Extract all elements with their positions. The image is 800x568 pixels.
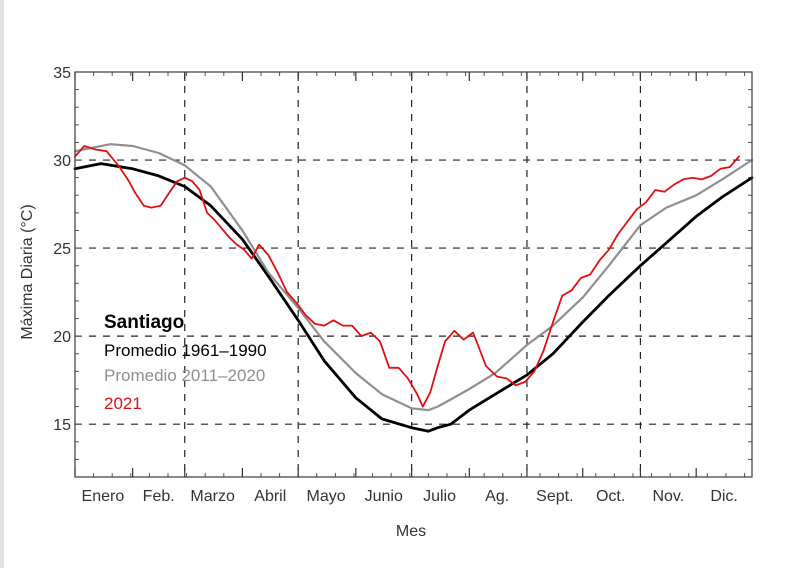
window-edge — [0, 0, 4, 568]
x-tick-label: Mayo — [307, 488, 346, 505]
gridlines — [75, 72, 752, 477]
legend: Santiago Promedio 1961–1990 Promedio 201… — [104, 312, 267, 413]
y-axis-label: Máxima Diaria (°C) — [19, 204, 36, 339]
y-tick-label: 20 — [53, 329, 71, 346]
x-tick-label: Feb. — [143, 488, 175, 505]
legend-item-promedio-2011-2020: Promedio 2011–2020 — [104, 366, 265, 385]
plot-frame — [74, 71, 753, 478]
x-tick-label: Abril — [254, 488, 286, 505]
legend-title: Santiago — [104, 312, 184, 333]
x-axis-label: Mes — [396, 523, 426, 540]
y-tick-label: 30 — [53, 153, 71, 170]
y-tick-label: 35 — [53, 65, 71, 82]
series-line-1 — [73, 143, 754, 412]
y-tick-label: 25 — [53, 241, 71, 258]
series-line-2 — [74, 145, 740, 408]
x-tick-label: Junio — [365, 488, 403, 505]
series-line-0 — [73, 162, 754, 433]
x-tick-label: Sept. — [536, 488, 573, 505]
x-tick-label: Ag. — [485, 488, 509, 505]
x-tick-label: Enero — [82, 488, 125, 505]
x-tick-label: Oct. — [596, 488, 625, 505]
legend-item-promedio-1961-1990: Promedio 1961–1990 — [104, 341, 267, 360]
y-tick-label: 15 — [53, 417, 71, 434]
x-tick-labels: Enero Feb. Marzo Abril Mayo Junio Julio Ag. Sept… — [82, 488, 738, 505]
legend-item-2021: 2021 — [104, 394, 142, 413]
series-lines — [73, 143, 754, 433]
x-tick-label: Nov. — [652, 488, 684, 505]
x-tick-label: Dic. — [710, 488, 738, 505]
x-tick-label: Marzo — [190, 488, 235, 505]
plot-area-background — [75, 72, 752, 477]
y-tick-labels: 15 20 25 30 35 — [53, 65, 71, 434]
x-tick-label: Julio — [423, 488, 456, 505]
